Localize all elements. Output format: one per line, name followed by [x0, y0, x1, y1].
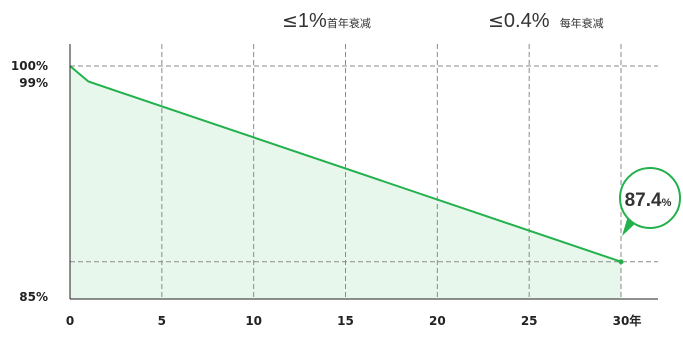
annual-label: 每年衰减	[559, 17, 604, 30]
first-year-label: 首年衰减	[326, 17, 371, 30]
data-point	[618, 259, 624, 265]
svg-text:87.4%: 87.4%	[625, 190, 672, 211]
final-value-callout: 87.4%	[619, 167, 681, 236]
y-tick-label: 99%	[19, 76, 48, 90]
x-tick-label: 30年	[613, 313, 642, 328]
first-year-annotation: ≤1%首年衰减	[282, 10, 371, 33]
annual-value: 0.4%	[503, 10, 550, 32]
callout-unit: %	[662, 197, 672, 209]
x-tick-label: 15	[337, 314, 354, 328]
axes	[69, 44, 658, 300]
annual-annotation: ≤0.4% 每年衰减	[488, 10, 604, 33]
x-tick-label: 5	[158, 314, 166, 328]
data-points	[618, 259, 624, 265]
x-tick-label: 20	[429, 314, 446, 328]
tick-labels: 0 5 10 15 20 25 30年 100% 99% 85%	[11, 59, 641, 328]
series-line	[69, 65, 622, 263]
callout-value: 87.4	[625, 190, 662, 211]
y-tick-label: 85%	[19, 290, 48, 304]
y-tick-label: 100%	[11, 59, 48, 73]
x-tick-label: 0	[66, 314, 74, 328]
grid-lines	[70, 44, 658, 299]
x-tick-label: 10	[245, 314, 262, 328]
x-tick-label: 25	[521, 314, 538, 328]
le-symbol: ≤	[282, 10, 298, 32]
le-symbol: ≤	[488, 10, 504, 32]
first-year-value: 1%	[297, 10, 327, 32]
